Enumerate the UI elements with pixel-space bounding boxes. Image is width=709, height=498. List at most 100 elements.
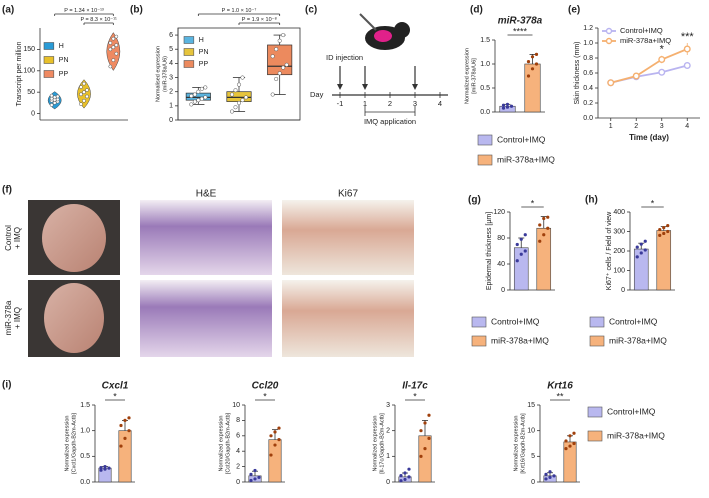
data-point: [119, 423, 123, 428]
panel-label: (f): [2, 185, 12, 196]
day-number: -1: [337, 99, 344, 108]
bar: [536, 227, 552, 291]
data-point: [526, 74, 531, 78]
data-point: [82, 90, 86, 95]
legend-label: Control+IMQ: [491, 316, 540, 326]
data-point: [203, 85, 208, 90]
legend-swatch: [43, 42, 55, 50]
legend-swatch: [471, 335, 487, 347]
data-point: [240, 98, 245, 103]
data-point: [52, 95, 57, 100]
data-point: [544, 472, 548, 476]
x-tick-label: 4: [685, 123, 689, 130]
data-point: [127, 429, 131, 433]
data-point: [257, 475, 261, 479]
marker: [658, 56, 666, 64]
y-tick-label: 400: [613, 209, 625, 216]
data-point: [274, 76, 279, 82]
y-tick-label: 1.5: [80, 402, 90, 409]
data-point: [79, 92, 83, 97]
y-tick-label: 5: [169, 46, 173, 53]
y-axis-label: Normalized expression: [513, 416, 519, 472]
data-point: [55, 94, 60, 99]
data-point: [519, 237, 523, 241]
legend-swatch: [587, 430, 603, 442]
data-point: [107, 466, 111, 470]
data-point: [643, 248, 647, 252]
y-tick-label: 0.5: [80, 453, 90, 460]
y-tick-label: 120: [493, 209, 505, 216]
data-point: [49, 96, 54, 101]
data-point: [253, 468, 257, 473]
significance: *: [531, 198, 535, 208]
skin-photo: [44, 283, 104, 353]
data-point: [427, 413, 431, 417]
x-axis-label: Time (day): [629, 133, 669, 142]
legend-swatch: [589, 316, 605, 328]
y-tick-label: 300: [613, 228, 625, 235]
data-point: [538, 239, 542, 243]
data-point: [548, 470, 552, 474]
injection-label: ID injection: [326, 53, 363, 62]
data-point: [108, 47, 113, 52]
significance: ***: [681, 31, 695, 43]
row-label: Control: [4, 225, 13, 251]
data-point: [203, 95, 208, 100]
data-point: [233, 105, 238, 110]
significance: *: [263, 391, 267, 401]
day-number: 4: [438, 99, 442, 108]
data-point: [99, 468, 103, 472]
skin-photo: [42, 204, 106, 272]
data-point: [189, 102, 194, 107]
data-point: [82, 81, 86, 86]
y-axis-label: [Il-17c/Gapdh-B2m-Actb]: [379, 413, 385, 474]
panel-label: (d): [470, 5, 483, 16]
y-axis-label: Normalized expression: [372, 416, 378, 472]
bar: [656, 230, 672, 291]
y-tick-label: 8: [236, 417, 240, 424]
chart-title: Il-17c: [402, 381, 428, 392]
marker: [683, 62, 691, 70]
legend-label: miR-378a+IMQ: [607, 430, 665, 440]
legend-label: PN: [199, 49, 209, 56]
legend-swatch: [183, 36, 195, 44]
significance: **: [556, 391, 564, 401]
data-point: [509, 104, 514, 108]
p-value: P = 1.0 × 10⁻⁷: [222, 7, 257, 14]
data-point: [666, 229, 670, 234]
y-tick-label: 3: [386, 402, 390, 409]
y-axis-label: [Krt16/Gapdh-B2m-Actb]: [520, 413, 526, 474]
data-point: [403, 471, 407, 475]
y-tick-label: 80: [497, 235, 505, 242]
data-point: [572, 441, 576, 446]
y-tick-label: 0.0: [80, 479, 90, 486]
data-point: [423, 447, 427, 451]
data-point: [643, 239, 647, 243]
data-point: [546, 215, 550, 219]
data-point: [196, 98, 201, 103]
panel-label: (b): [130, 5, 143, 16]
day-label: Day: [310, 90, 324, 99]
p-value: P = 1.34 × 10⁻¹³: [64, 8, 104, 14]
y-axis-label: (miR-378a/U6): [162, 56, 168, 92]
data-point: [530, 55, 535, 59]
y-tick-label: 3: [169, 74, 173, 81]
data-point: [534, 62, 539, 66]
syringe: [359, 13, 377, 31]
data-point: [123, 436, 127, 440]
data-point: [249, 472, 253, 476]
data-point: [281, 33, 286, 38]
panel-label: (a): [2, 5, 14, 16]
significance: *: [413, 391, 417, 401]
injection-site: [374, 30, 392, 42]
y-tick-label: 0: [386, 479, 390, 486]
series-line: [610, 48, 688, 84]
y-tick-label: 50: [27, 89, 35, 96]
y-tick-label: 0: [236, 479, 240, 486]
legend-swatch: [43, 70, 55, 78]
x-tick-label: 1: [609, 123, 613, 130]
legend-swatch: [183, 48, 195, 56]
legend-marker: [605, 27, 613, 35]
y-tick-label: 0: [31, 110, 35, 117]
